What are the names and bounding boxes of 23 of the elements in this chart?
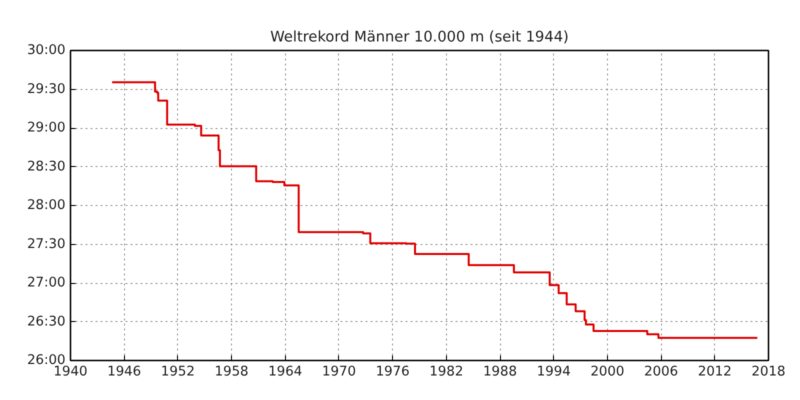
x-tick-label: 1976 (376, 364, 410, 380)
y-tick-label: 30:00 (27, 43, 66, 58)
x-tick-label: 1952 (160, 364, 195, 380)
x-tick-label: 1946 (107, 364, 142, 380)
y-tick-label: 28:30 (27, 159, 66, 174)
x-tick-label: 2012 (698, 364, 732, 380)
x-tick-label: 1982 (429, 364, 464, 380)
y-tick-label: 27:00 (27, 276, 66, 290)
x-tick-label: 1940 (54, 364, 88, 380)
y-tick-label: 26:30 (27, 314, 66, 330)
x-tick-label: 1958 (214, 364, 249, 380)
x-tick-label: 1994 (536, 364, 571, 380)
y-tick-label: 29:00 (27, 120, 66, 136)
x-tick-label: 2018 (752, 364, 786, 380)
y-tick-label: 28:00 (27, 198, 66, 213)
y-tick-label: 29:30 (27, 82, 66, 97)
x-tick-label: 1970 (322, 364, 356, 380)
x-tick-label: 2000 (590, 364, 624, 380)
y-tick-label: 27:30 (27, 236, 66, 252)
x-tick-label: 2006 (644, 364, 678, 380)
x-tick-label: 1964 (268, 364, 302, 380)
x-tick-label: 1988 (483, 364, 517, 380)
chart-title: Weltrekord Männer 10.000 m (seit 1944) (270, 28, 569, 46)
